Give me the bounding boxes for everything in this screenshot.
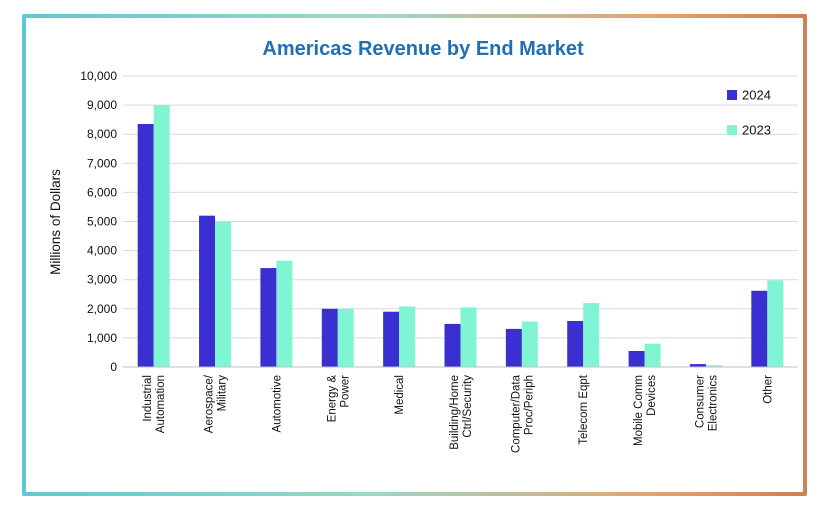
bar-2023	[644, 343, 661, 367]
y-tick-label: 8,000	[87, 127, 117, 141]
category-label-line: Energy &	[326, 375, 338, 423]
bar-2023	[521, 321, 538, 367]
category-label-line: Devices	[646, 375, 658, 416]
bar-2023	[276, 260, 293, 367]
category-label-line: Automotive	[271, 375, 283, 433]
bar-2024	[751, 290, 768, 367]
category-label-line: Telecom Eqpt	[578, 374, 590, 444]
category-label: Automotive	[271, 375, 283, 433]
category-label: Energy & Power	[326, 375, 351, 423]
y-tick-label: 0	[110, 360, 117, 374]
bar-2024	[321, 308, 338, 367]
legend-label-2024: 2024	[742, 88, 771, 103]
bar-2023	[337, 308, 354, 367]
y-tick-label: 6,000	[87, 185, 117, 199]
y-tick-label: 5,000	[87, 215, 117, 229]
category-label-line: Medical	[394, 375, 406, 415]
category-label: Building/Home Ctrl/Security	[449, 375, 474, 450]
bar-2023	[583, 302, 600, 367]
category-label: Mobile Comm Devices	[633, 375, 658, 446]
category-label-line: Proc/Periph	[523, 375, 535, 435]
category-label-line: Building/Home	[449, 375, 461, 450]
y-tick-label: 10,000	[80, 69, 117, 83]
category-label-line: Consumer	[694, 375, 706, 428]
bar-2024	[567, 321, 584, 367]
category-label: Medical	[394, 375, 406, 415]
bar-2023	[705, 365, 722, 367]
category-label-line: Electronics	[707, 375, 719, 431]
category-label: Consumer Electronics	[694, 375, 719, 431]
y-tick-label: 9,000	[87, 98, 117, 112]
bar-2024	[137, 124, 154, 367]
category-label-line: Mobile Comm	[633, 375, 645, 446]
legend-swatch-2023	[727, 125, 737, 135]
bar-2024	[260, 268, 277, 367]
chart-title: Americas Revenue by End Market	[262, 38, 584, 60]
category-label-line: Computer/Data	[510, 374, 522, 453]
y-tick-label: 3,000	[87, 273, 117, 287]
category-label-line: Automation	[155, 375, 167, 433]
y-tick-label: 2,000	[87, 302, 117, 316]
legend: 2024 2023	[727, 88, 771, 138]
category-label: Aerospace/Military	[204, 374, 229, 433]
bar-2023	[215, 221, 232, 367]
bar-2024	[628, 350, 645, 367]
category-label-line: Industrial	[142, 375, 154, 422]
y-tick-label: 7,000	[87, 156, 117, 170]
category-label: Telecom Eqpt	[578, 374, 590, 444]
category-label: Other	[762, 375, 774, 404]
bar-2023	[399, 306, 416, 367]
category-label-line: Other	[762, 375, 774, 404]
category-label: Industrial Automation	[142, 375, 167, 433]
category-label: Computer/Data Proc/Periph	[510, 374, 535, 453]
bar-2024	[199, 215, 216, 367]
bar-2023	[460, 307, 477, 367]
bar-2024	[444, 323, 461, 367]
category-label-line: Aerospace/	[204, 374, 216, 433]
bars	[137, 105, 784, 367]
bar-2024	[383, 311, 400, 367]
bar-2024	[505, 328, 522, 367]
category-label-line: Military	[217, 375, 229, 412]
y-tick-label: 1,000	[87, 331, 117, 345]
y-axis-ticks: 0 1,000 2,000 3,000 4,000 5,000 6,000 7,000 8,00…	[80, 69, 117, 374]
legend-label-2023: 2023	[742, 123, 771, 138]
category-label-line: Power	[339, 375, 351, 408]
bar-2023	[153, 105, 170, 367]
y-tick-label: 4,000	[87, 244, 117, 258]
legend-swatch-2024	[727, 90, 737, 100]
bar-2023	[767, 280, 784, 367]
category-labels: Industrial Automation Aerospace/Military Au…	[142, 374, 774, 453]
bar-2024	[689, 364, 706, 367]
category-label-line: Ctrl/Security	[462, 375, 474, 438]
y-axis-label: Millions of Dollars	[48, 169, 63, 275]
